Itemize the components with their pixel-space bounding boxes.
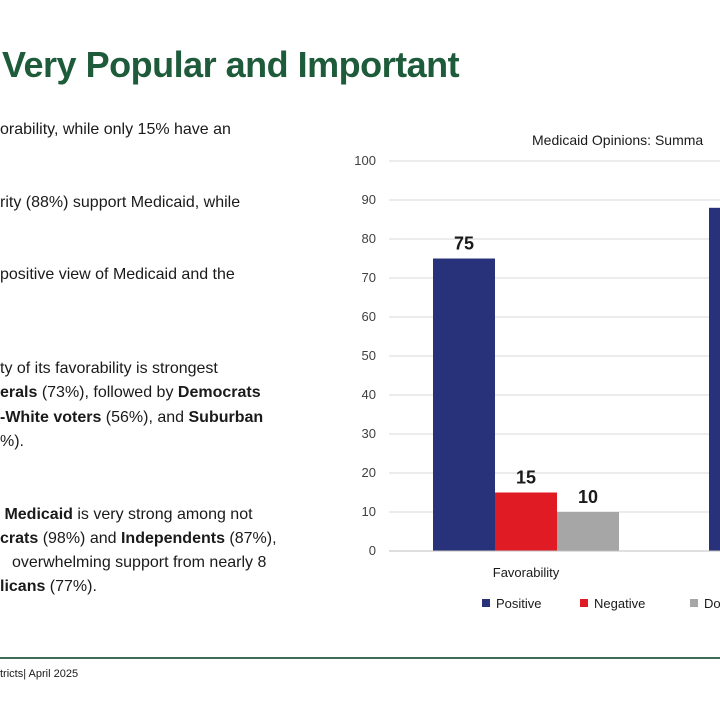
bullet-line: crats (98%) and Independents (87%), [0,530,277,548]
bar-positive [709,207,720,552]
chart-title: Medicaid Opinions: Summa [532,132,703,148]
bullet-line: erals (73%), followed by Democrats [0,384,261,402]
data-label: 10 [578,487,598,507]
y-tick-label: 80 [362,231,376,246]
bullet-line: %). [0,433,24,451]
text-run: positive view of Medicaid and the [0,266,235,283]
slide-title: Very Popular and Important [2,44,460,85]
bullet-line: overwhelming support from nearly 8 [12,554,266,572]
y-tick-label: 20 [362,465,376,480]
bullet-line: Medicaid is very strong among not [0,506,253,524]
y-tick-label: 0 [369,543,376,558]
bold-run: Independents [120,530,225,547]
x-tick-label: Favorability [493,565,560,580]
bold-run: licans [0,578,46,595]
bold-run: Medicaid [0,506,73,523]
bullet-text-block: orability, while only 15% have an rity (… [0,0,310,620]
y-tick-label: 10 [362,504,376,519]
legend-swatch-negative [580,599,588,607]
text-run: (87%), [224,530,277,547]
chart-area: Medicaid Opinions: Summa 0 10 20 30 40 50 60 70 8… [340,120,720,620]
y-tick-label: 50 [362,348,376,363]
legend-swatch-positive [482,599,490,607]
bold-run: erals [0,384,38,401]
y-tick-label: 70 [362,270,376,285]
text-run: overwhelming support from nearly 8 [12,554,267,571]
bar-chart: Medicaid Opinions: Summa 0 10 20 30 40 50 60 70 8… [354,132,720,611]
text-run: (56%), and [101,409,189,426]
y-tick-label: 90 [362,192,376,207]
bullet-line: rity (88%) support Medicaid, while [0,194,240,212]
legend-label: Positive [496,596,542,611]
footer-text: tricts| April 2025 [0,668,79,680]
text-run: orability, while only 15% have an [0,121,231,138]
footer-divider [0,657,720,659]
y-tick-label: 30 [362,426,376,441]
bold-run: -White voters [0,409,102,426]
bar-positive [433,258,495,551]
y-tick-label: 100 [354,153,376,168]
text-run: (73%), followed by [37,384,178,401]
text-run: ty of its favorability is strongest [0,360,218,377]
bold-run: crats [0,530,39,547]
bar-do [557,512,619,551]
bullet-line: positive view of Medicaid and the [0,266,235,284]
text-run: (77%). [45,578,97,595]
legend-label: Do [704,596,720,611]
text-run: (98%) and [38,530,121,547]
bar-negative [495,492,557,551]
text-run: rity (88%) support Medicaid, while [0,194,241,211]
bullet-line: licans (77%). [0,578,97,596]
text-run: %). [0,433,24,450]
legend-label: Negative [594,596,645,611]
bold-run: Suburban [188,409,264,426]
bullet-line: orability, while only 15% have an [0,121,231,139]
y-tick-label: 60 [362,309,376,324]
y-tick-label: 40 [362,387,376,402]
bullet-line: ty of its favorability is strongest [0,360,218,378]
data-label: 75 [454,234,474,254]
bold-run: Democrats [177,384,261,401]
bullet-line: -White voters (56%), and Suburban [0,409,263,427]
data-label: 15 [516,468,536,488]
text-run: is very strong among not [72,506,253,523]
legend-swatch-do [690,599,698,607]
